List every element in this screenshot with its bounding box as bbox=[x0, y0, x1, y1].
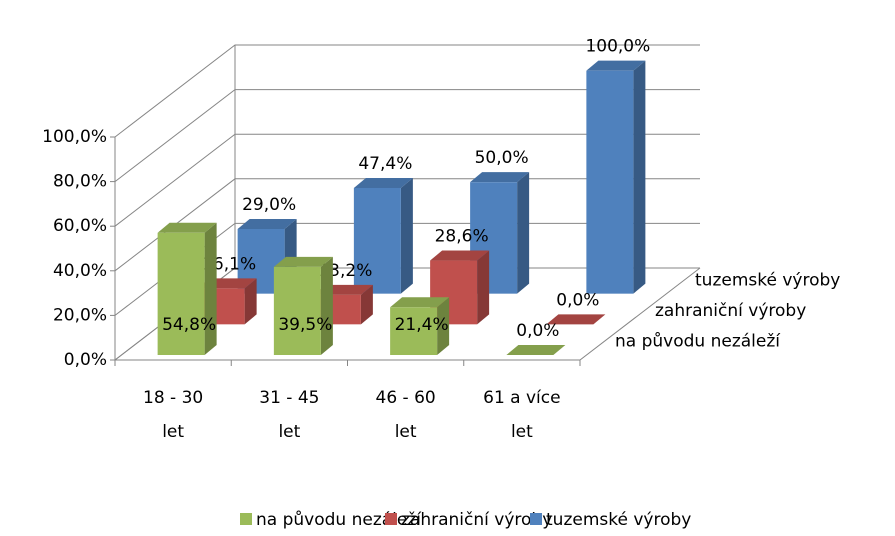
x-tick-label: 18 - 30 let bbox=[143, 388, 203, 442]
bar-top bbox=[546, 314, 606, 325]
depth-label: tuzemské výroby bbox=[695, 270, 840, 290]
grid-line bbox=[114, 178, 700, 272]
bar-top bbox=[353, 177, 413, 188]
bar bbox=[586, 60, 646, 294]
bar bbox=[390, 297, 450, 355]
data-label: 0,0% bbox=[516, 321, 559, 341]
bar bbox=[506, 345, 566, 355]
bar-side bbox=[204, 222, 217, 355]
data-label: 47,4% bbox=[358, 154, 412, 174]
y-tick-label: 60,0% bbox=[53, 216, 107, 236]
bar bbox=[353, 177, 413, 294]
bar-front bbox=[157, 232, 205, 355]
data-label: 39,5% bbox=[278, 315, 332, 335]
grid-line bbox=[114, 222, 700, 316]
bar-side bbox=[437, 297, 450, 355]
data-label: 28,6% bbox=[435, 227, 489, 247]
x-tick-label: 61 a více let bbox=[483, 388, 560, 442]
bar-side bbox=[400, 177, 413, 294]
legend-label: tuzemské výroby bbox=[546, 510, 691, 530]
bar-top bbox=[390, 297, 450, 308]
bar-top bbox=[157, 222, 217, 233]
legend-swatch bbox=[385, 513, 397, 525]
bar-front bbox=[353, 187, 401, 294]
legend-label: zahraniční výroby bbox=[401, 510, 552, 530]
data-label: 0,0% bbox=[556, 290, 599, 310]
bar-side bbox=[320, 256, 333, 355]
grid-line bbox=[114, 89, 700, 182]
bar bbox=[546, 314, 606, 325]
bar-side bbox=[633, 60, 646, 294]
y-tick-label: 100,0% bbox=[42, 127, 107, 147]
y-tick-label: 40,0% bbox=[53, 261, 107, 281]
grid-line bbox=[114, 133, 700, 227]
y-tick-label: 0,0% bbox=[64, 350, 107, 370]
legend-label: na původu nezáleží bbox=[256, 510, 422, 530]
y-tick-label: 20,0% bbox=[53, 305, 107, 325]
bar bbox=[157, 222, 217, 355]
legend-swatch bbox=[530, 513, 542, 525]
bar bbox=[273, 256, 333, 355]
bar-top bbox=[470, 172, 530, 183]
legend-swatch bbox=[240, 513, 252, 525]
y-tick-label: 80,0% bbox=[53, 172, 107, 192]
bar-side bbox=[360, 284, 373, 325]
grid-line bbox=[114, 44, 700, 138]
bar-top bbox=[273, 256, 333, 267]
bar-top bbox=[237, 218, 297, 229]
data-label: 29,0% bbox=[242, 195, 296, 215]
bar-side bbox=[244, 278, 257, 325]
bar-side bbox=[517, 172, 530, 294]
bar-front bbox=[390, 307, 438, 355]
x-tick-label: 31 - 45 let bbox=[259, 388, 319, 442]
depth-label: zahraniční výroby bbox=[655, 301, 806, 321]
bar-top bbox=[430, 250, 490, 261]
data-label: 100,0% bbox=[585, 37, 650, 57]
bar-front bbox=[273, 266, 321, 355]
depth-label: na původu nezáleží bbox=[615, 332, 781, 352]
data-label: 54,8% bbox=[162, 315, 216, 335]
bar-side bbox=[477, 250, 490, 325]
data-label: 21,4% bbox=[395, 315, 449, 335]
bar-front bbox=[586, 70, 634, 294]
grid-line bbox=[114, 267, 700, 361]
bar-top bbox=[506, 345, 566, 355]
x-tick-label: 46 - 60 let bbox=[376, 388, 436, 442]
bar-top bbox=[586, 60, 646, 71]
bar bbox=[430, 250, 490, 325]
data-label: 50,0% bbox=[475, 148, 529, 168]
